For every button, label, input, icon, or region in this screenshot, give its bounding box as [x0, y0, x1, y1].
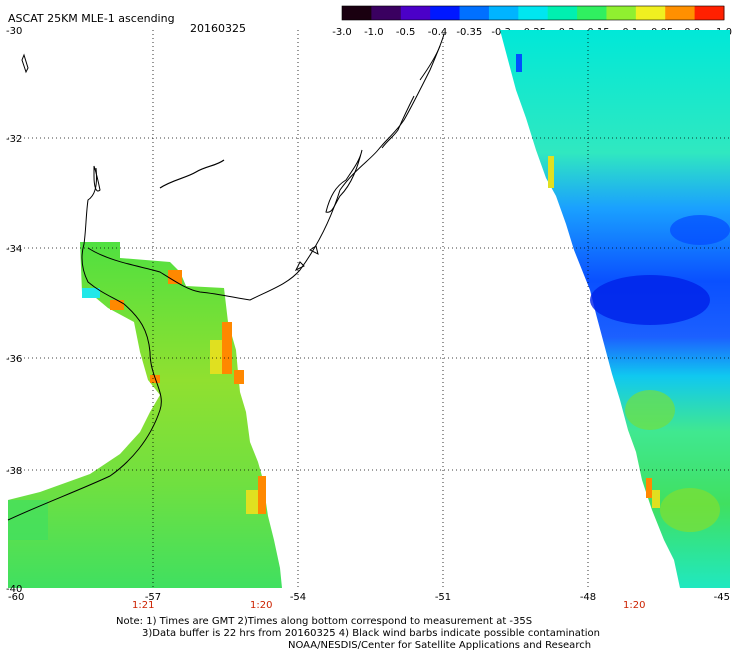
- pass-time-2: 1:20: [250, 600, 272, 611]
- chart-title: ASCAT 25KM MLE-1 ascending: [8, 12, 175, 25]
- colorbar-segment: [606, 6, 637, 20]
- longitude-tick-label: -54: [290, 592, 306, 603]
- colorbar-segment: [371, 6, 402, 20]
- latitude-tick-label: -38: [6, 466, 22, 477]
- latitude-tick-label: -36: [6, 354, 22, 365]
- colorbar-tick-label: -0.35: [456, 27, 482, 38]
- left-swath: [8, 242, 282, 588]
- colorbar-segment: [430, 6, 461, 20]
- note-line-3: NOAA/NESDIS/Center for Satellite Applica…: [288, 640, 591, 650]
- longitude-labels: -60 -57 -54 -51 -48 -45: [8, 592, 730, 603]
- longitude-tick-label: -48: [580, 592, 596, 603]
- colorbar-segment: [342, 6, 372, 20]
- chart-date: 20160325: [190, 22, 246, 35]
- colorbar-tick-label: -3.0: [332, 27, 352, 38]
- longitude-tick-label: -45: [714, 592, 730, 603]
- graticule: [8, 30, 730, 588]
- colorbar-tick-label: -0.4: [428, 27, 448, 38]
- colorbar-segment: [694, 6, 725, 20]
- latitude-tick-label: -32: [6, 134, 22, 145]
- colorbar-segment: [518, 6, 549, 20]
- note-line-1: Note: 1) Times are GMT 2)Times along bot…: [116, 616, 532, 627]
- longitude-tick-label: -51: [435, 592, 451, 603]
- colorbar-segment: [400, 6, 431, 20]
- coastline: [7, 33, 445, 521]
- latitude-tick-label: -34: [6, 244, 22, 255]
- pass-time-1: 1:21: [132, 600, 154, 611]
- colorbar-segment: [459, 6, 490, 20]
- colorbar-tick-label: -0.5: [396, 27, 416, 38]
- latitude-tick-label: -40: [6, 584, 22, 595]
- latitude-tick-label: -30: [6, 26, 22, 37]
- colorbar-segment: [488, 6, 519, 20]
- longitude-tick-label: -57: [145, 592, 161, 603]
- latitude-labels: -30 -32 -34 -36 -38 -40: [6, 26, 22, 595]
- pass-time-3: 1:20: [623, 600, 645, 611]
- colorbar-segment: [665, 6, 696, 20]
- longitude-tick-label: -60: [8, 592, 24, 603]
- note-line-2: 3)Data buffer is 22 hrs from 20160325 4)…: [142, 628, 600, 639]
- colorbar-segment: [577, 6, 607, 20]
- colorbar-segment: [547, 6, 578, 20]
- colorbar-segment: [635, 6, 666, 20]
- colorbar-tick-label: -1.0: [364, 27, 384, 38]
